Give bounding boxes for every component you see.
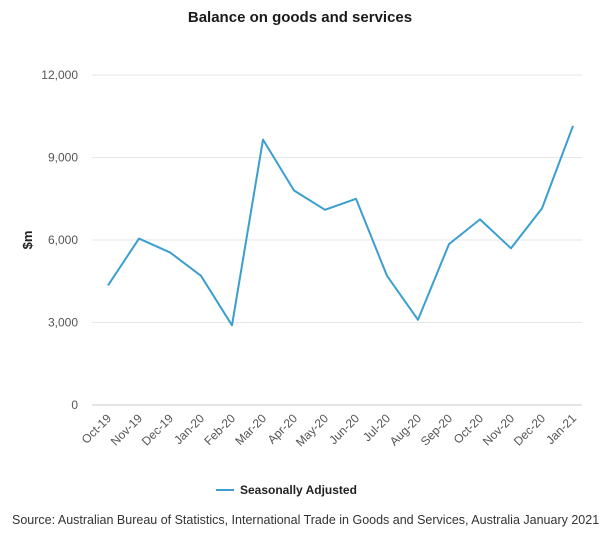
x-tick-label: Nov-20 bbox=[480, 411, 517, 448]
source-note: Source: Australian Bureau of Statistics,… bbox=[12, 513, 600, 527]
chart-title: Balance on goods and services bbox=[188, 9, 412, 26]
y-tick-label: 6,000 bbox=[48, 233, 78, 247]
y-axis-label: $m bbox=[20, 231, 35, 250]
x-tick-label: Jan-21 bbox=[543, 411, 579, 447]
x-tick-label: May-20 bbox=[293, 411, 331, 449]
x-tick-label: Jun-20 bbox=[326, 411, 362, 447]
x-tick-label: Mar-20 bbox=[232, 411, 269, 448]
x-axis-ticks: Oct-19Nov-19Dec-19Jan-20Feb-20Mar-20Apr-… bbox=[79, 411, 580, 449]
x-tick-label: Jan-20 bbox=[171, 411, 207, 447]
y-tick-label: 0 bbox=[71, 398, 78, 412]
series-group bbox=[107, 125, 574, 327]
gridlines bbox=[92, 74, 582, 406]
legend: Seasonally Adjusted bbox=[216, 483, 357, 497]
x-tick-label: Dec-20 bbox=[511, 411, 548, 448]
x-tick-label: Feb-20 bbox=[201, 411, 238, 448]
x-tick-label: Sep-20 bbox=[418, 411, 455, 448]
x-tick-label: Aug-20 bbox=[387, 411, 424, 448]
line-chart: Balance on goods and services 12,000 9,00… bbox=[20, 9, 582, 497]
x-tick-label: Oct-20 bbox=[451, 411, 487, 447]
y-tick-label: 12,000 bbox=[41, 68, 78, 82]
y-axis-ticks: 12,000 9,000 6,000 3,000 0 bbox=[41, 68, 78, 412]
y-tick-label: 3,000 bbox=[48, 316, 78, 330]
x-tick-label: Oct-19 bbox=[79, 411, 115, 447]
y-tick-label: 9,000 bbox=[48, 151, 78, 165]
x-tick-label: Dec-19 bbox=[139, 411, 176, 448]
series-line bbox=[107, 125, 574, 327]
legend-label: Seasonally Adjusted bbox=[240, 483, 357, 497]
x-tick-label: Nov-19 bbox=[108, 411, 145, 448]
